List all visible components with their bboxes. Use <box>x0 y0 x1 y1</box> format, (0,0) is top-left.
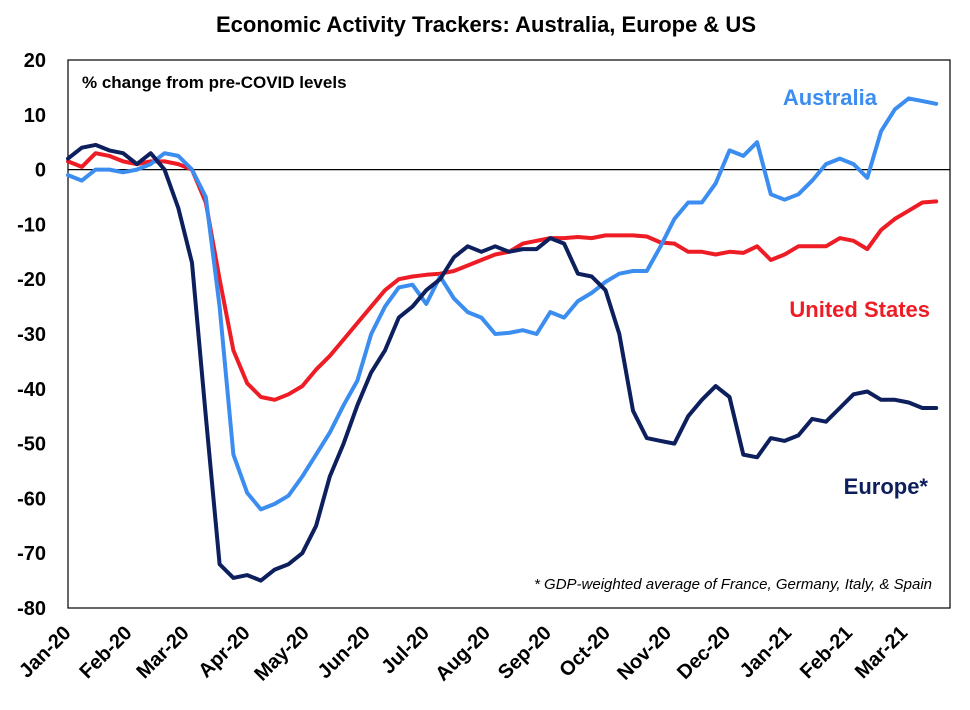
x-tick-label: Feb-21 <box>796 622 857 683</box>
x-tick-label: Mar-21 <box>851 622 912 683</box>
series-line-australia <box>66 96 939 512</box>
x-tick-label: Feb-20 <box>75 622 136 683</box>
y-axis: 20 10 0 -10 -20 -30 -40 -50 -60 -70 -80 <box>17 50 46 620</box>
x-tick-label: Dec-20 <box>673 622 735 684</box>
series-line-united-states <box>66 151 939 402</box>
x-tick-label: Jul-20 <box>377 622 433 678</box>
x-tick-label: Nov-20 <box>613 622 676 685</box>
x-tick-label: Sep-20 <box>494 622 556 684</box>
series-label-australia: Australia <box>783 85 878 110</box>
y-tick-label: -30 <box>17 324 46 346</box>
x-tick-label: Apr-20 <box>194 622 254 682</box>
series-label-europe: Europe* <box>844 474 929 499</box>
x-tick-label: Aug-20 <box>431 622 494 685</box>
y-tick-label: -60 <box>17 488 46 510</box>
y-tick-label: 0 <box>35 160 46 182</box>
chart-footnote: * GDP-weighted average of France, German… <box>534 576 932 593</box>
y-tick-label: -80 <box>17 598 46 620</box>
y-tick-label: 10 <box>24 105 46 127</box>
x-tick-label: Oct-20 <box>555 622 615 682</box>
series-line-europe <box>66 142 939 583</box>
series-lines <box>66 96 939 583</box>
x-tick-label: Jan-21 <box>736 622 796 682</box>
y-tick-label: -40 <box>17 379 46 401</box>
plot-area-border <box>67 59 951 609</box>
y-tick-label: -70 <box>17 543 46 565</box>
x-tick-label: Jan-20 <box>15 622 75 682</box>
y-tick-label: 20 <box>24 50 46 72</box>
x-tick-label: Mar-20 <box>132 622 193 683</box>
chart-title: Economic Activity Trackers: Australia, E… <box>216 12 756 37</box>
y-tick-label: -50 <box>17 434 46 456</box>
x-tick-label: Jun-20 <box>314 622 375 683</box>
y-tick-label: -20 <box>17 269 46 291</box>
y-tick-label: -10 <box>17 214 46 236</box>
x-tick-label: May-20 <box>250 622 314 686</box>
series-label-united-states: United States <box>789 297 930 322</box>
chart-subtitle: % change from pre-COVID levels <box>82 73 347 92</box>
